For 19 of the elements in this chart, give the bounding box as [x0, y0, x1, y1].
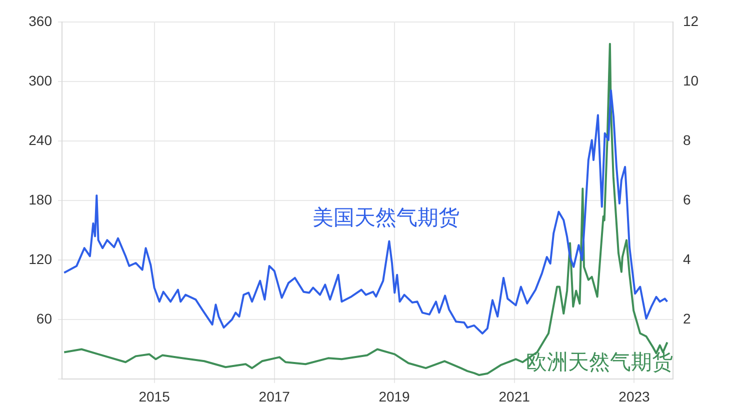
y2-tick-label: 8 [683, 132, 691, 148]
y-tick-label: 240 [28, 132, 52, 148]
x-tick-label: 2015 [138, 388, 170, 404]
y-tick-label: 300 [28, 72, 52, 88]
y-tick-label: 360 [28, 12, 52, 29]
y-tick-label: 60 [36, 310, 52, 326]
x-tick-label: 2023 [618, 388, 650, 404]
series-label: 欧洲天然气期货 [526, 350, 673, 374]
x-tick-label: 2017 [258, 388, 290, 404]
y2-tick-label: 6 [683, 191, 691, 208]
y2-tick-label: 12 [683, 12, 699, 29]
x-tick-label: 2019 [378, 388, 410, 404]
y2-tick-label: 4 [683, 250, 691, 267]
y2-tick-label: 2 [683, 310, 691, 326]
x-tick-label: 2021 [498, 388, 530, 404]
y2-tick-label: 10 [683, 72, 699, 88]
series-label: 美国天然气期货 [312, 206, 460, 230]
y-tick-label: 180 [28, 191, 52, 208]
y-tick-label: 120 [28, 250, 52, 267]
